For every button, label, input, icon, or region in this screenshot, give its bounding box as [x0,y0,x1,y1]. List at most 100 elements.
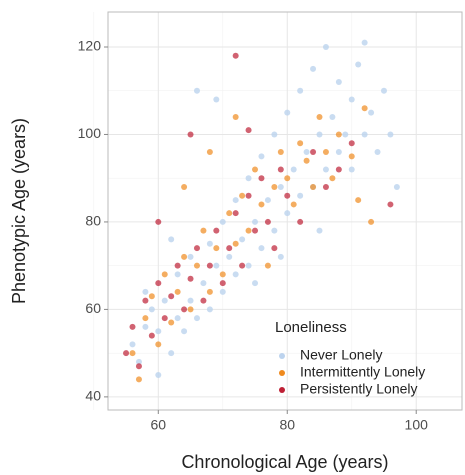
point [181,328,188,335]
x-axis-title: Chronological Age (years) [181,452,388,472]
point [264,262,271,269]
point [245,262,252,269]
legend-label: Intermittently Lonely [300,364,425,380]
point [335,78,342,85]
point [245,175,252,182]
point [361,131,368,138]
point [213,245,220,252]
point [213,96,220,103]
point [303,148,310,155]
point [252,166,259,173]
point [193,245,200,252]
point [329,113,336,120]
y-tick-label: 120 [78,38,102,54]
point [155,280,162,287]
point [361,39,368,46]
point [200,297,207,304]
point [303,157,310,164]
point [168,350,175,357]
point [142,297,149,304]
point [142,323,149,330]
point [329,175,336,182]
point [181,306,188,313]
point [219,271,226,278]
point [206,306,213,313]
point [252,218,259,225]
point [161,271,168,278]
point [290,201,297,208]
point [258,153,265,160]
point [239,192,246,199]
point [226,245,233,252]
point [297,192,304,199]
point [335,148,342,155]
point [316,131,323,138]
point [219,218,226,225]
point [297,87,304,94]
point [123,350,130,357]
point [232,271,239,278]
point [387,201,394,208]
point [129,341,136,348]
point [310,65,317,72]
point [206,240,213,247]
point [258,175,265,182]
point [245,227,252,234]
point [213,227,220,234]
point [245,127,252,134]
point [168,236,175,243]
point [342,131,349,138]
point [348,153,355,160]
point [284,192,291,199]
point [316,227,323,234]
legend-swatch [279,387,285,393]
point [193,315,200,322]
point [219,280,226,287]
point [232,113,239,120]
legend-swatch [279,353,285,359]
point [348,140,355,147]
point [252,280,259,287]
point [161,297,168,304]
point [335,166,342,173]
point [355,61,362,68]
point [148,306,155,313]
point [252,227,259,234]
point [206,288,213,295]
point [206,148,213,155]
point [187,306,194,313]
point [348,96,355,103]
point [200,280,207,287]
point [322,166,329,173]
point [380,87,387,94]
point [155,218,162,225]
point [193,87,200,94]
point [135,376,142,383]
point [155,328,162,335]
x-tick-label: 100 [405,417,429,433]
point [232,240,239,247]
point [393,183,400,190]
point [368,109,375,116]
point [187,275,194,282]
point [310,148,317,155]
plot-panel [108,12,462,410]
legend-swatch [279,370,285,376]
point [374,148,381,155]
point [232,197,239,204]
point [387,131,394,138]
point [187,297,194,304]
x-tick-label: 60 [151,417,167,433]
point [368,218,375,225]
point [271,131,278,138]
point [348,166,355,173]
point [135,358,142,365]
point [316,113,323,120]
point [271,227,278,234]
point [142,315,149,322]
point [174,271,181,278]
point [193,262,200,269]
point [264,218,271,225]
point [297,140,304,147]
point [155,372,162,379]
